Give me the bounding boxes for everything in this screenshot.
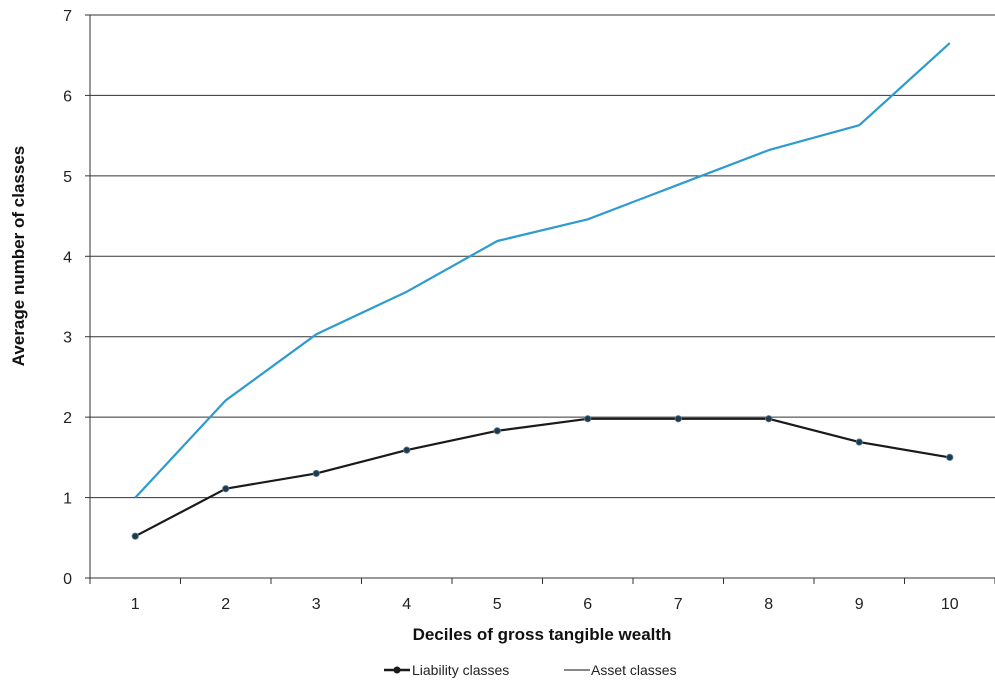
- data-point-liability: [222, 485, 230, 493]
- data-point-liability: [855, 438, 863, 446]
- axes: [85, 14, 995, 584]
- legend-label-liability: Liability classes: [412, 662, 509, 678]
- y-axis-title: Average number of classes: [9, 146, 28, 366]
- data-point-liability: [131, 532, 139, 540]
- series-markers: [131, 415, 954, 540]
- y-tick-label: 7: [63, 8, 72, 25]
- y-tick-label: 1: [63, 491, 72, 508]
- x-tick-label: 5: [493, 596, 502, 613]
- x-tick-label: 9: [855, 596, 864, 613]
- series-line-liability: [134, 417, 950, 538]
- y-tick-label: 4: [63, 249, 72, 266]
- x-tick-label: 4: [402, 596, 411, 613]
- x-tick-label: 3: [312, 596, 321, 613]
- data-point-liability: [403, 446, 411, 454]
- y-tick-label: 2: [63, 410, 72, 427]
- data-point-liability: [584, 415, 592, 423]
- legend-item-liability: Liability classes: [384, 662, 509, 678]
- y-tick-label: 5: [63, 169, 72, 186]
- data-point-liability: [946, 453, 954, 461]
- x-tick-label: 6: [583, 596, 592, 613]
- y-tick-label: 6: [63, 88, 72, 105]
- data-point-liability: [312, 469, 320, 478]
- legend-label-asset: Asset classes: [591, 662, 677, 678]
- y-tick-label: 3: [63, 330, 72, 347]
- x-axis-title: Deciles of gross tangible wealth: [413, 625, 672, 644]
- legend-item-asset: Asset classes: [564, 662, 677, 678]
- data-point-liability: [493, 427, 501, 435]
- series-line-asset: [134, 42, 951, 499]
- gridlines: [90, 14, 995, 499]
- y-tick-labels: 0 1 2 3 4 5 6 7: [63, 8, 72, 588]
- series-lines: [134, 42, 951, 538]
- x-tick-label: 1: [131, 596, 140, 613]
- data-point-liability: [674, 415, 682, 423]
- x-tick-label: 7: [674, 596, 683, 613]
- legend-marker-liability: [393, 666, 401, 674]
- data-point-liability: [765, 415, 773, 423]
- y-tick-label: 0: [63, 571, 72, 588]
- x-tick-labels: 1 2 3 4 5 6 7 8 9 10: [131, 596, 959, 613]
- x-tick-label: 2: [221, 596, 230, 613]
- x-tick-label: 8: [764, 596, 773, 613]
- x-tick-label: 10: [941, 596, 959, 613]
- legend: Liability classes Asset classes: [384, 662, 677, 678]
